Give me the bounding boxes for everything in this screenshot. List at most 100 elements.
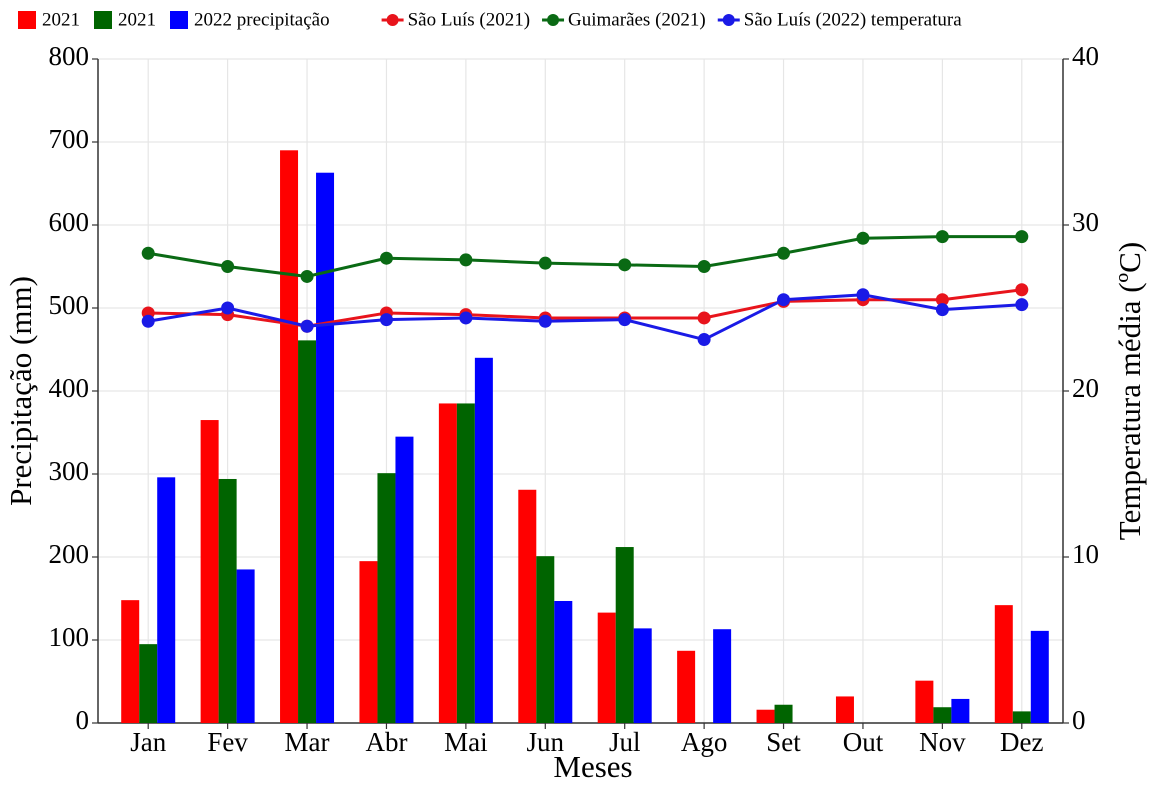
- bar: [218, 478, 237, 723]
- bar: [280, 150, 299, 724]
- x-tick-label: Jul: [609, 727, 641, 757]
- bar: [157, 477, 176, 723]
- marker: [300, 269, 314, 283]
- legend-swatch: [170, 11, 188, 29]
- marker: [538, 314, 552, 328]
- bar: [377, 473, 396, 723]
- x-tick-label: Jan: [130, 727, 166, 757]
- bar: [200, 420, 219, 723]
- marker: [300, 319, 314, 333]
- x-tick-label: Ago: [681, 727, 728, 757]
- marker: [379, 313, 393, 327]
- legend-swatch: [722, 14, 735, 26]
- y-tick-label: 700: [49, 124, 90, 154]
- bar: [633, 628, 652, 723]
- marker: [1015, 298, 1029, 312]
- x-tick-label: Mai: [444, 727, 488, 757]
- bar: [474, 357, 493, 723]
- marker: [697, 260, 711, 273]
- marker: [618, 258, 632, 272]
- y-tick-label: 500: [49, 290, 90, 320]
- legend-label: São Luís (2021): [408, 9, 530, 30]
- marker: [141, 314, 155, 328]
- bar: [236, 569, 255, 723]
- line: [147, 235, 1022, 278]
- x-axis-title: Meses: [553, 749, 632, 784]
- y-tick-label: 300: [49, 456, 90, 486]
- bar: [597, 612, 616, 723]
- x-tick-label: Set: [766, 727, 801, 757]
- bar: [438, 403, 457, 723]
- marker: [1015, 230, 1029, 244]
- y2-tick-label: 0: [1072, 705, 1086, 735]
- marker: [221, 260, 235, 273]
- bar: [139, 644, 158, 723]
- y2-tick-label: 10: [1072, 539, 1099, 569]
- legend-swatch: [94, 11, 112, 29]
- bar: [518, 489, 537, 723]
- y-tick-label: 100: [49, 622, 90, 652]
- marker: [221, 301, 235, 315]
- y-tick-label: 800: [49, 41, 90, 71]
- marker: [459, 253, 473, 267]
- marker: [618, 313, 632, 327]
- marker: [459, 311, 473, 325]
- marker: [697, 311, 711, 325]
- line: [147, 293, 1022, 342]
- x-tick-label: Jun: [527, 727, 565, 757]
- bar: [835, 696, 854, 723]
- bar: [359, 561, 378, 723]
- legend-label: 2021: [42, 9, 80, 30]
- y-axis-title: Precipitação (mm): [3, 276, 38, 506]
- marker: [856, 288, 870, 302]
- bar: [915, 680, 934, 723]
- bar: [536, 556, 555, 723]
- bar: [713, 629, 732, 723]
- marker: [856, 231, 870, 245]
- bar: [298, 340, 317, 723]
- y2-tick-label: 30: [1072, 207, 1099, 237]
- bar: [677, 650, 696, 723]
- y-tick-label: 200: [49, 539, 90, 569]
- x-tick-label: Fev: [207, 727, 248, 757]
- y2-axis-title: Temperatura média (ºC): [1112, 242, 1147, 540]
- marker: [538, 256, 552, 270]
- y2-tick-label: 20: [1072, 373, 1099, 403]
- bar: [615, 547, 634, 723]
- bar: [316, 172, 335, 723]
- legend-label: São Luís (2022) temperatura: [744, 9, 962, 30]
- marker: [1015, 283, 1029, 297]
- legend-label: Guimarães (2021): [568, 9, 706, 30]
- bar: [951, 698, 970, 723]
- legend-swatch: [386, 14, 399, 26]
- legend-swatch: [547, 14, 560, 26]
- marker: [379, 251, 393, 265]
- x-tick-label: Dez: [1000, 727, 1043, 757]
- bar: [774, 704, 793, 723]
- y2-tick-label: 40: [1072, 41, 1099, 71]
- bar: [1030, 630, 1049, 723]
- marker: [935, 303, 949, 317]
- legend-swatch: [18, 11, 36, 29]
- marker: [141, 246, 155, 260]
- bar: [994, 605, 1013, 723]
- marker: [777, 293, 791, 307]
- marker: [697, 333, 711, 347]
- bar: [1012, 711, 1031, 723]
- y-tick-label: 400: [49, 373, 90, 403]
- x-tick-label: Abr: [365, 727, 407, 757]
- bar: [756, 709, 775, 723]
- bar: [395, 436, 414, 723]
- legend-label: 2022 precipitação: [194, 9, 330, 30]
- y-tick-label: 600: [49, 207, 90, 237]
- marker: [935, 293, 949, 307]
- x-tick-label: Out: [843, 727, 884, 757]
- marker: [777, 246, 791, 260]
- x-tick-label: Mar: [285, 727, 330, 757]
- x-tick-label: Nov: [919, 727, 966, 757]
- bar: [121, 600, 140, 723]
- marker: [935, 230, 949, 244]
- bar: [456, 403, 475, 723]
- legend-label: 2021: [118, 9, 156, 30]
